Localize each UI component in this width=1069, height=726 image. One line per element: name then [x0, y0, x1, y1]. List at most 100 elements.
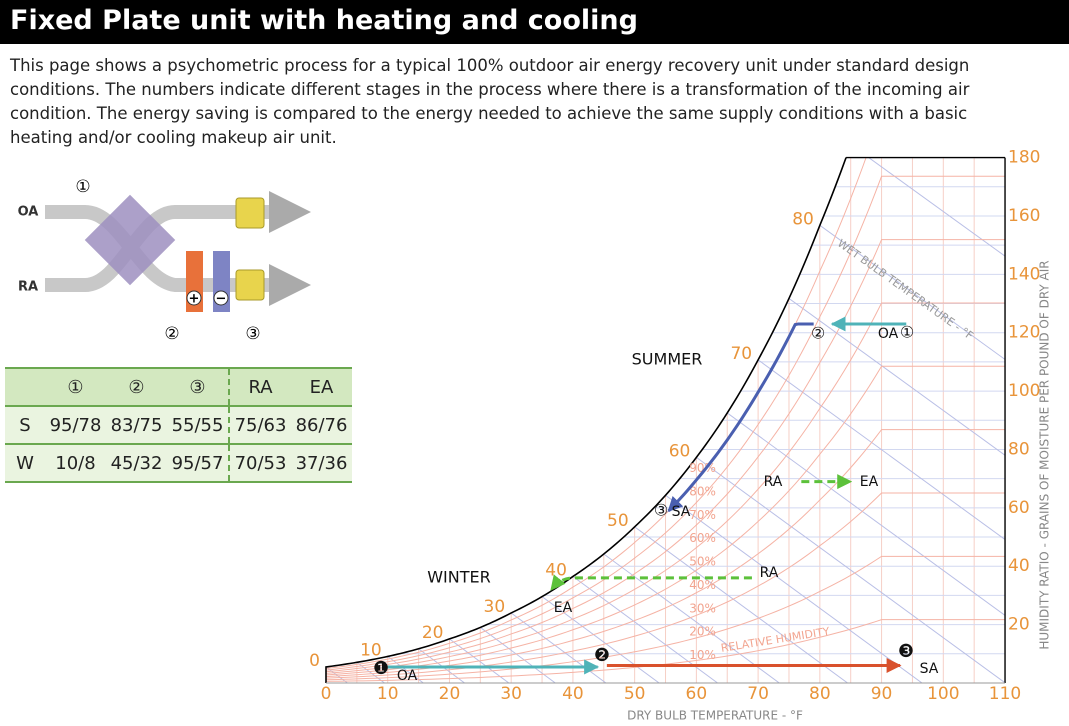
- x-tick-label: 70: [747, 684, 769, 704]
- point-label: ❸: [898, 641, 914, 662]
- rh-label: 50%: [689, 555, 716, 569]
- x-tick-label: 30: [500, 684, 522, 704]
- stage-table: ① ② ③ RA EA S 95/78 83/75 55/55 75/63 86/76 W 10/8 45…: [5, 367, 352, 483]
- wet-bulb-line: [686, 383, 1006, 683]
- x-tick-label: 90: [871, 684, 893, 704]
- wet-bulb-label: 10: [360, 640, 382, 660]
- x-tick-label: 110: [989, 684, 1021, 704]
- rh-curve: [326, 157, 1006, 670]
- table-cell: 75/63: [228, 405, 291, 445]
- season-label: SUMMER: [632, 350, 703, 369]
- wet-bulb-label: 20: [422, 623, 444, 643]
- y-tick-label: 80: [1008, 439, 1030, 459]
- wet-bulb-line: [810, 157, 1006, 683]
- y-tick-label: 100: [1008, 381, 1040, 401]
- table-cell: RA: [228, 367, 291, 407]
- psychrometric-chart: 0 10 20 30 40 50 60 70 80 90 100 110204060801001201…: [309, 148, 1040, 704]
- process-arrow: [667, 322, 814, 512]
- cool-sign: [213, 290, 229, 306]
- rh-curve: [326, 239, 1006, 673]
- intro-line: conditions. The numbers indicate differe…: [10, 80, 970, 99]
- rh-curve: [326, 302, 1006, 674]
- point-label: ①: [900, 323, 914, 342]
- cool-label: −: [216, 292, 227, 307]
- heat-sign: [186, 290, 202, 306]
- table-cell: EA: [291, 367, 352, 407]
- x-tick-label: 0: [321, 684, 332, 704]
- point-label: EA: [860, 474, 879, 490]
- y-tick-label: 160: [1008, 206, 1040, 226]
- saturation-curve: [325, 157, 847, 683]
- stage-label: ①: [75, 177, 90, 197]
- table-cell: 83/75: [106, 405, 167, 445]
- x-axis-title: DRY BULB TEMPERATURE - °F: [627, 709, 803, 723]
- intro-line: heating and/or cooling makeup air unit.: [10, 128, 337, 147]
- wet-bulb-label: 50: [607, 511, 629, 531]
- rh-label: 70%: [689, 508, 716, 522]
- table-cell: W: [5, 443, 45, 483]
- y-tick-label: 40: [1008, 556, 1030, 576]
- y-tick-label: 120: [1008, 323, 1040, 343]
- table-cell: ③: [167, 367, 229, 407]
- stage-label: ③: [245, 324, 260, 344]
- schematic: + − OA RA ① ② ③: [18, 177, 311, 344]
- rh-title: RELATIVE HUMIDITY: [720, 625, 831, 655]
- y-tick-label: 140: [1008, 264, 1040, 284]
- point-label: RA: [760, 565, 779, 581]
- intro-line: This page shows a psychometric process f…: [10, 56, 970, 75]
- plate-exchanger: [84, 194, 176, 286]
- rh-label: 20%: [689, 625, 716, 639]
- wet-bulb-line: [594, 497, 848, 683]
- point-label: OA: [878, 326, 899, 342]
- wet-bulb-label: 30: [484, 597, 506, 617]
- wet-bulb-label: 40: [545, 560, 567, 580]
- table-cell: ①: [45, 367, 106, 407]
- table-cell: 45/32: [106, 443, 167, 483]
- rh-curve: [326, 492, 1006, 679]
- rh-curve: [326, 555, 1006, 681]
- point-label: ❷: [594, 645, 610, 666]
- table-cell: S: [5, 405, 45, 445]
- point-label: EA: [554, 600, 573, 616]
- point-label: SA: [672, 504, 691, 520]
- x-tick-label: 100: [927, 684, 959, 704]
- table-cell: 70/53: [228, 443, 291, 483]
- y-axis-title: HUMIDITY RATIO - GRAINS OF MOISTURE PER …: [1038, 260, 1052, 649]
- point-label: ③: [654, 501, 668, 520]
- wet-bulb-label: 70: [730, 344, 752, 364]
- wet-bulb-line: [656, 427, 1006, 683]
- heat-label: +: [189, 292, 200, 307]
- x-tick-label: 40: [562, 684, 584, 704]
- table-cell: ②: [106, 367, 167, 407]
- season-label: WINTER: [427, 568, 491, 587]
- oa-label: OA: [18, 205, 39, 220]
- process-arrow: [550, 574, 752, 591]
- x-tick-label: 60: [686, 684, 708, 704]
- table-cell: 95/57: [167, 443, 229, 483]
- wet-bulb-label: 0: [309, 651, 320, 671]
- rh-label: 10%: [689, 648, 716, 662]
- table-cell: 10/8: [45, 443, 106, 483]
- rh-label: 60%: [689, 531, 716, 545]
- point-label: SA: [920, 661, 939, 677]
- rh-curve: [326, 175, 1006, 671]
- ra-label: RA: [18, 280, 38, 295]
- x-tick-label: 80: [809, 684, 831, 704]
- point-label: OA: [397, 668, 418, 684]
- point-label: ②: [811, 324, 825, 343]
- grid: [326, 157, 1006, 683]
- wet-bulb-label: 80: [792, 209, 814, 229]
- y-tick-label: 60: [1008, 498, 1030, 518]
- wet-bulb-line: [717, 330, 1006, 683]
- wet-bulb-line: [779, 195, 1006, 683]
- rh-label: 40%: [689, 578, 716, 592]
- rh-label: 80%: [689, 484, 716, 498]
- table-cell: 95/78: [45, 405, 106, 445]
- table-cell: 37/36: [291, 443, 352, 483]
- x-tick-label: 20: [439, 684, 461, 704]
- x-tick-label: 10: [377, 684, 399, 704]
- y-tick-label: 180: [1008, 148, 1040, 168]
- wet-bulb-label: 60: [669, 441, 691, 461]
